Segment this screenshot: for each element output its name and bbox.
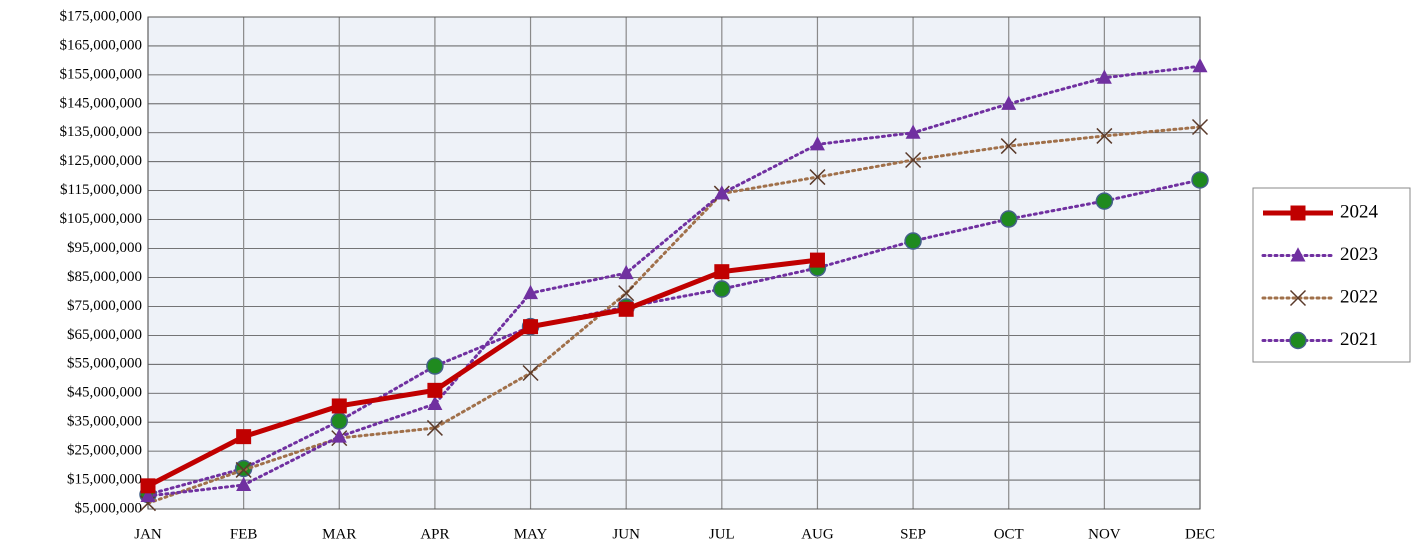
x-tick-label: AUG [801,526,834,542]
y-tick-label: $105,000,000 [60,211,143,227]
marker [330,412,349,430]
plot-border [147,16,1201,510]
y-tick-label: $115,000,000 [60,182,142,198]
series-line [146,178,1202,497]
marker [523,319,539,335]
x-tick-label: MAR [322,526,356,542]
y-tick-label: $125,000,000 [60,153,143,169]
marker [1289,289,1307,307]
marker [235,461,252,478]
x-tick-label: DEC [1185,526,1215,542]
x-tick-label: NOV [1088,526,1121,542]
y-tick-label: $65,000,000 [67,327,142,343]
marker [427,382,443,398]
y-tick-label: $175,000,000 [60,8,143,24]
marker [713,280,731,298]
marker [904,232,922,250]
marker [714,264,730,280]
y-tick-label: $85,000,000 [67,269,142,285]
marker [331,428,347,443]
marker [905,124,921,139]
x-tick-label: MAY [514,526,548,542]
marker [1000,138,1017,155]
legend-label: 2022 [1340,286,1378,307]
marker [523,284,539,300]
x-tick-label: OCT [994,526,1024,542]
marker [714,185,730,200]
marker [331,398,347,414]
marker [809,252,825,268]
legend-box [1252,187,1411,363]
marker [1001,95,1017,110]
marker [618,285,635,302]
plot-area [148,17,1200,509]
marker [1191,118,1209,136]
marker [999,210,1018,228]
y-tick-label: $35,000,000 [67,414,142,430]
y-tick-label: $55,000,000 [67,356,142,372]
y-tick-label: $165,000,000 [60,37,143,53]
x-tick-label: JAN [134,526,162,542]
y-tick-label: $5,000,000 [75,500,143,516]
marker [1290,205,1306,221]
y-tick-label: $45,000,000 [67,385,142,401]
x-tick-label: APR [420,526,449,542]
marker [1096,69,1112,84]
marker [1192,57,1208,73]
marker [426,419,443,436]
marker [1290,247,1306,262]
marker [1095,192,1114,210]
y-tick-label: $25,000,000 [67,443,142,459]
marker [618,264,634,280]
y-tick-label: $15,000,000 [67,471,142,487]
x-tick-label: FEB [230,526,258,542]
marker [236,429,252,445]
marker [1096,127,1113,144]
marker [809,169,826,186]
y-tick-label: $95,000,000 [67,240,142,256]
y-tick-label: $145,000,000 [60,95,143,111]
x-tick-label: JUL [709,526,735,542]
x-tick-label: SEP [900,526,926,542]
marker [140,478,156,494]
marker [809,136,825,151]
marker [1191,171,1209,189]
y-tick-label: $135,000,000 [60,124,143,140]
marker [1289,331,1307,350]
series-line [146,64,1202,498]
legend-label: 2024 [1340,201,1379,222]
y-tick-label: $155,000,000 [60,66,143,82]
x-tick-label: JUN [612,526,640,542]
y-tick-label: $75,000,000 [67,298,142,314]
marker [236,476,252,491]
marker [618,301,634,317]
marker [905,151,922,168]
marker [427,395,443,410]
series-line [146,257,818,489]
marker [426,357,444,375]
legend-label: 2021 [1340,329,1378,350]
marker [140,487,156,502]
marker [522,364,539,382]
legend-label: 2023 [1340,244,1378,265]
